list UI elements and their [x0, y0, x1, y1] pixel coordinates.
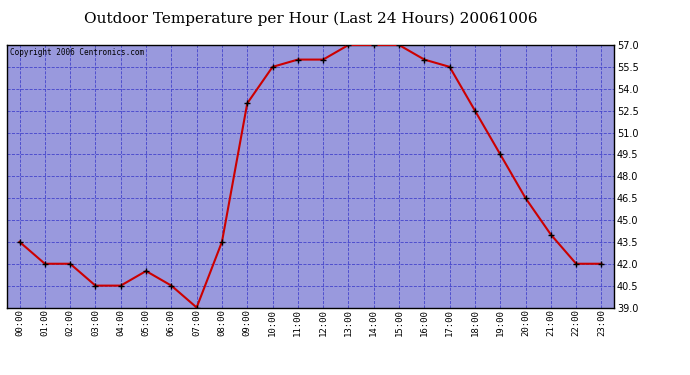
- Text: Outdoor Temperature per Hour (Last 24 Hours) 20061006: Outdoor Temperature per Hour (Last 24 Ho…: [83, 11, 538, 26]
- Text: Copyright 2006 Centronics.com: Copyright 2006 Centronics.com: [10, 48, 144, 57]
